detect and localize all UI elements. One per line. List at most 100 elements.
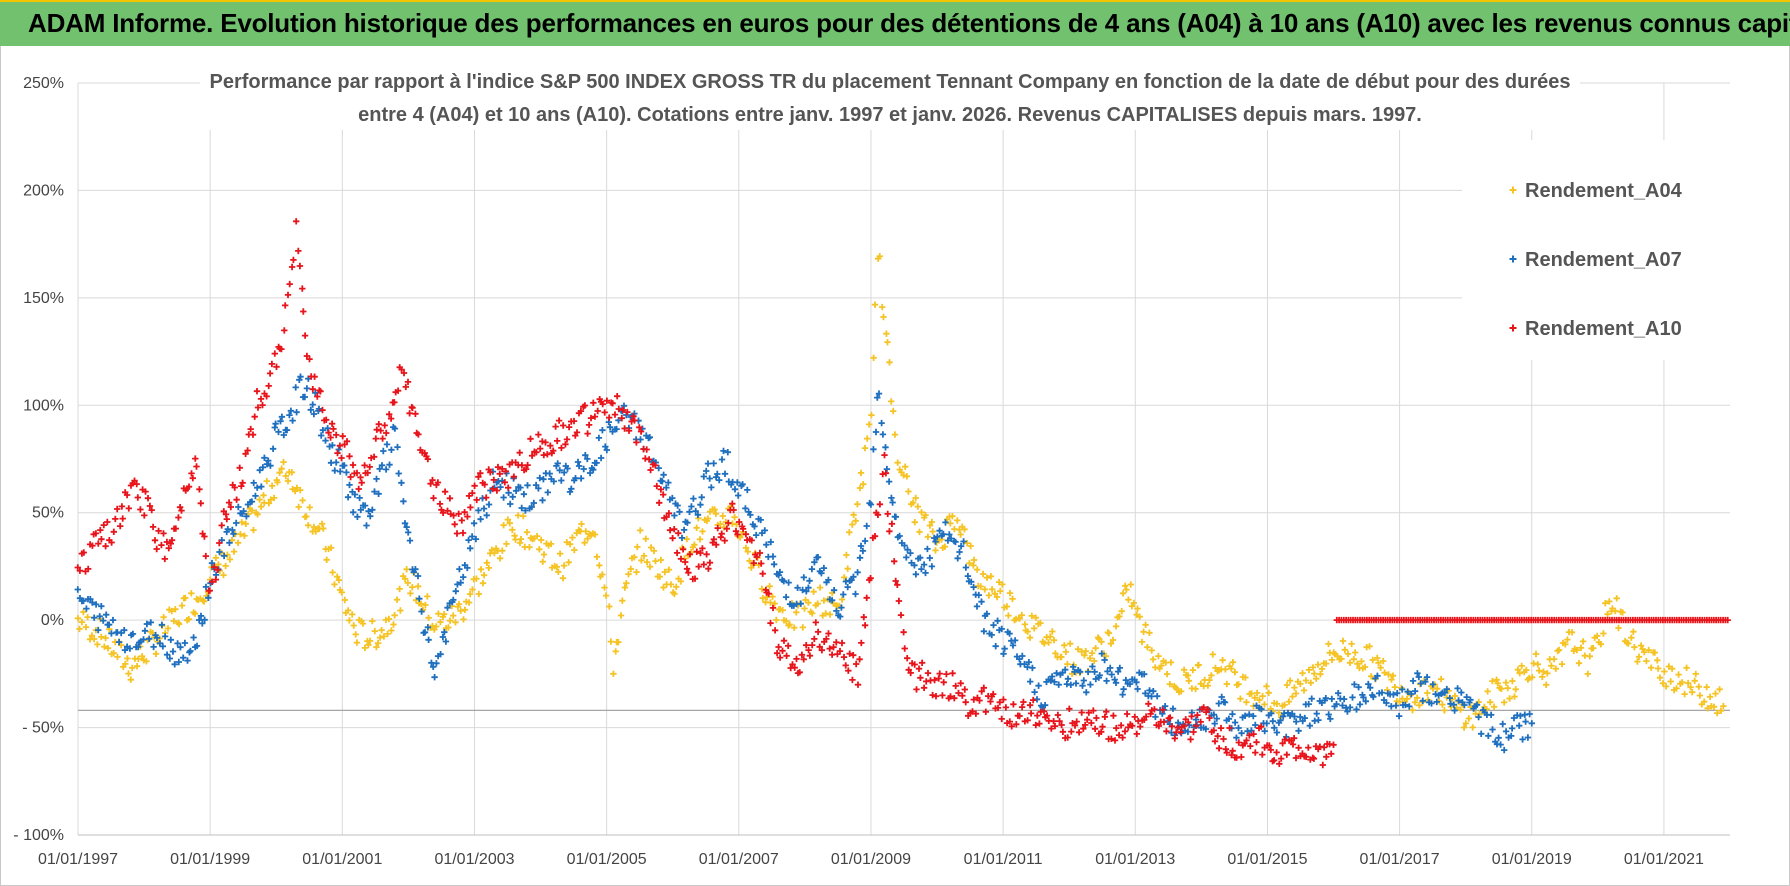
rendement-a10-point [994, 704, 1002, 712]
rendement-a10-point [487, 469, 494, 476]
rendement-a10-point [439, 509, 447, 516]
rendement-a04-point [1098, 638, 1105, 645]
rendement-a07-point [1351, 681, 1358, 688]
rendement-a04-point [1259, 692, 1266, 700]
rendement-a10-point [685, 569, 692, 576]
rendement-a04-point [1600, 630, 1607, 637]
rendement-a04-point [160, 614, 167, 621]
rendement-a04-point [1659, 680, 1667, 687]
rendement-a04-point [771, 600, 778, 607]
rendement-a04-point [1134, 605, 1141, 612]
rendement-a10-point [1235, 739, 1242, 746]
rendement-a04-point [1289, 693, 1296, 700]
rendement-a07-point [1101, 656, 1108, 664]
subtitle-background [200, 70, 1580, 130]
rendement-a10-point [845, 667, 852, 674]
rendement-a10-flat-point [1724, 616, 1731, 624]
rendement-a04-point [852, 517, 859, 524]
rendement-a10-point [1113, 724, 1120, 732]
rendement-a10-point [806, 652, 814, 659]
rendement-a04-point [1158, 662, 1165, 669]
rendement-a07-point [1009, 642, 1017, 649]
rendement-a04-point [1237, 695, 1244, 702]
rendement-a07-point [1072, 680, 1080, 687]
rendement-a10-point [144, 495, 152, 502]
rendement-a10-point [1281, 736, 1289, 743]
rendement-a04-point [1628, 634, 1635, 641]
rendement-a07-point [1378, 689, 1386, 696]
rendement-a07-point [878, 419, 885, 427]
rendement-a10-point [1276, 760, 1283, 767]
rendement-a07-point [95, 626, 102, 634]
rendement-a10-point [537, 445, 544, 452]
rendement-a07-point [936, 527, 943, 534]
rendement-a10-point [1214, 733, 1221, 740]
rendement-a07-point [859, 547, 867, 555]
rendement-a07-point [74, 586, 81, 593]
rendement-a10-point [854, 681, 862, 688]
rendement-a04-point [297, 486, 304, 494]
rendement-a04-point [1251, 694, 1258, 701]
rendement-a04-point [1047, 633, 1054, 640]
rendement-a10-point [490, 476, 497, 484]
rendement-a10-point [825, 630, 832, 637]
rendement-a04-point [563, 539, 570, 546]
rendement-a04-point [746, 557, 753, 565]
rendement-a07-point [539, 497, 546, 504]
rendement-a10-point [343, 438, 351, 445]
rendement-a10-point [208, 578, 216, 585]
rendement-a04-point [318, 520, 326, 527]
rendement-a07-point [1305, 700, 1312, 708]
rendement-a07-point [912, 571, 920, 578]
rendement-a07-point [1508, 732, 1515, 740]
rendement-a10-point [547, 442, 554, 449]
rendement-a04-point [667, 581, 675, 588]
rendement-a10-point [100, 521, 107, 529]
rendement-a10-point [631, 417, 638, 424]
rendement-a04-point [1354, 660, 1361, 667]
rendement-a10-point [383, 429, 390, 437]
rendement-a07-point [1277, 717, 1284, 724]
rendement-a10-point [1090, 707, 1097, 714]
rendement-a07-point [907, 549, 914, 557]
rendement-a07-point [1339, 702, 1346, 709]
rendement-a10-point [785, 642, 792, 649]
rendement-a10-point [1159, 706, 1166, 713]
rendement-a04-point [964, 539, 971, 547]
rendement-a10-point [1177, 728, 1184, 736]
rendement-a04-point [599, 571, 606, 578]
rendement-a10-point [1059, 728, 1067, 735]
rendement-a10-point [570, 417, 578, 425]
y-tick-label: 0% [41, 612, 64, 629]
rendement-a07-point [785, 579, 792, 586]
rendement-a10-point [1040, 708, 1048, 715]
x-tick-label: 01/01/2009 [831, 851, 911, 868]
y-tick-label: - 50% [22, 720, 64, 737]
rendement-a10-point [1151, 706, 1158, 713]
rendement-a07-point [522, 507, 529, 514]
rendement-a10-point [346, 453, 353, 460]
rendement-a07-point [1184, 728, 1192, 735]
rendement-a04-point [861, 444, 869, 452]
rendement-a07-point [957, 543, 965, 550]
rendement-a04-point [475, 590, 482, 598]
rendement-a04-point [1635, 653, 1643, 660]
rendement-a10-point [434, 479, 442, 486]
rendement-a04-point [1339, 637, 1347, 645]
rendement-a10-point [151, 537, 159, 544]
x-tick-label: 01/01/2003 [434, 851, 514, 868]
rendement-a04-point [504, 516, 511, 523]
rendement-a10-point [114, 505, 121, 513]
rendement-a07-point [697, 501, 704, 508]
rendement-a07-point [574, 458, 582, 466]
rendement-a04-point [1208, 672, 1215, 679]
rendement-a04-point [1302, 677, 1310, 684]
rendement-a10-point [1078, 709, 1085, 716]
rendement-a04-point [1219, 657, 1226, 664]
rendement-a04-point [437, 618, 444, 626]
rendement-a10-point [753, 553, 760, 561]
rendement-a07-point [1451, 707, 1458, 714]
rendement-a07-point [952, 538, 959, 546]
rendement-a04-point [1656, 674, 1664, 681]
rendement-a04-point [1540, 668, 1547, 675]
